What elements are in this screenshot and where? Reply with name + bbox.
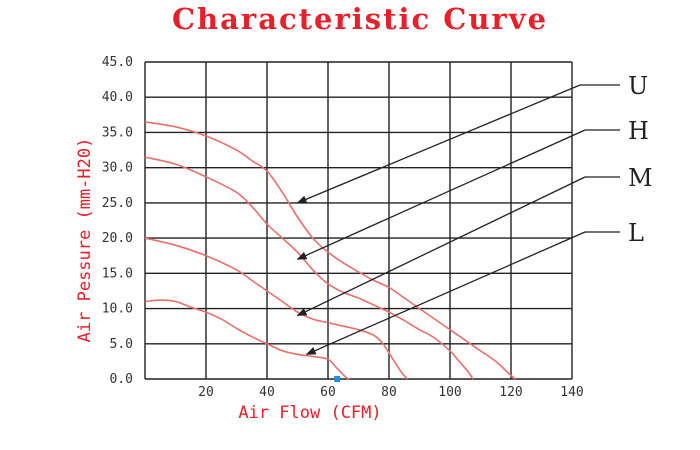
y-tick-label: 5.0: [110, 337, 133, 352]
y-tick-label: 25.0: [102, 196, 133, 211]
x-tick-label: 20: [198, 385, 214, 400]
arrow-u: [296, 84, 581, 204]
legend-label-u: U: [628, 72, 648, 100]
y-axis-label: Air Pessure (mm-H20): [75, 138, 95, 343]
arrow-m: [296, 176, 586, 317]
arrow-l: [305, 231, 586, 355]
y-tick-label: 15.0: [102, 266, 133, 281]
x-tick-label: 100: [438, 385, 461, 400]
y-tick-label: 40.0: [102, 90, 133, 105]
series-curve-l: [144, 299, 350, 380]
series-curve-m: [144, 237, 408, 380]
x-tick-label: 140: [560, 385, 583, 400]
x-tick-label: 80: [381, 385, 397, 400]
arrow-h: [296, 129, 586, 260]
legend-label-m: M: [628, 164, 653, 192]
axis-marker: [334, 376, 341, 382]
y-tick-label: 0.0: [110, 372, 133, 387]
y-tick-label: 30.0: [102, 161, 133, 176]
series-curve-h: [144, 156, 474, 380]
legend-label-h: H: [628, 117, 649, 145]
x-tick-label: 60: [320, 385, 336, 400]
x-axis-label: Air Flow (CFM): [238, 403, 381, 423]
legend-label-l: L: [628, 219, 644, 247]
y-tick-label: 10.0: [102, 302, 133, 317]
series-curve-u: [144, 121, 517, 380]
x-tick-label: 40: [259, 385, 275, 400]
chart-title: Characteristic Curve: [171, 2, 549, 36]
y-tick-label: 45.0: [102, 55, 133, 70]
y-tick-label: 20.0: [102, 231, 133, 246]
y-tick-label: 35.0: [102, 125, 133, 140]
x-tick-label: 120: [499, 385, 522, 400]
